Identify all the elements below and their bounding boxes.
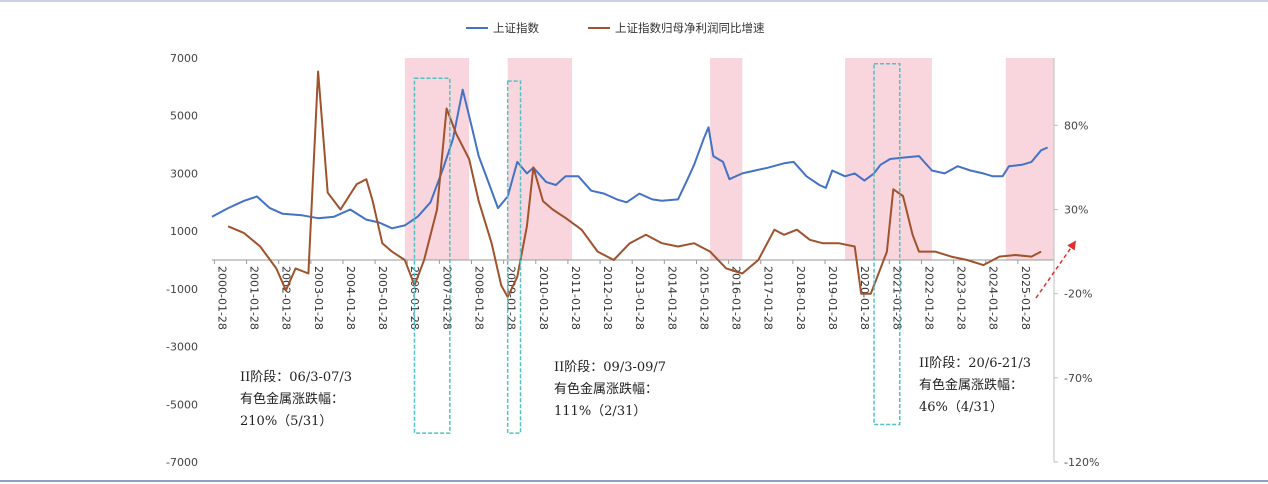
annotation-2-line-1: II阶段：09/3-09/7 bbox=[554, 360, 666, 375]
highlight-box-1 bbox=[413, 77, 451, 434]
annotation-1-line-2: 有色金属涨跌幅： bbox=[240, 391, 344, 407]
x-tick-label: 2021-01-28 bbox=[890, 266, 903, 330]
x-tick-label: 2008-01-28 bbox=[473, 266, 486, 330]
x-tick-label: 2010-01-28 bbox=[537, 266, 550, 330]
x-tick-label: 2007-01-28 bbox=[440, 266, 453, 330]
highlight-box-2 bbox=[506, 80, 522, 434]
left-y-tick-label: 3000 bbox=[170, 167, 198, 180]
right-y-tick-label: -120% bbox=[1064, 456, 1099, 469]
axes bbox=[212, 58, 1058, 463]
right-y-tick-label: -20% bbox=[1064, 288, 1092, 301]
left-y-tick-label: 7000 bbox=[170, 52, 198, 65]
series-line-shanghai-index bbox=[211, 88, 1048, 230]
right-y-tick-label: -70% bbox=[1064, 372, 1092, 385]
shaded-period-5 bbox=[1005, 58, 1054, 260]
x-tick-label: 2012-01-28 bbox=[601, 266, 614, 330]
x-tick-label: 2017-01-28 bbox=[762, 266, 775, 330]
highlight-box-3 bbox=[873, 63, 901, 426]
series-line-profit-growth bbox=[227, 70, 1042, 298]
annotation-1-line-1: II阶段：06/3-07/3 bbox=[240, 370, 352, 385]
left-y-tick-label: -3000 bbox=[166, 341, 198, 354]
x-tick-label: 2000-01-28 bbox=[215, 266, 228, 330]
annotations: II阶段：06/3-07/3 有色金属涨跌幅： 210%（5/31） II阶段：09/… bbox=[240, 356, 1031, 429]
x-tick-label: 2020-01-28 bbox=[858, 266, 871, 330]
annotation-3-line-1: II阶段：20/6-21/3 bbox=[919, 356, 1031, 371]
x-tick-label: 2025-01-28 bbox=[1019, 266, 1032, 330]
trend-arrow-line bbox=[1035, 240, 1077, 299]
legend: 上证指数 上证指数归母净利润同比增速 bbox=[466, 21, 765, 35]
shaded-period-1 bbox=[404, 58, 470, 260]
left-y-tick-labels: 7000 5000 3000 1000 -1000 -3000 -5000 -7000 bbox=[166, 52, 198, 469]
x-tick-label: 2002-01-28 bbox=[280, 266, 293, 330]
annotation-1-line-3: 210%（5/31） bbox=[240, 414, 332, 429]
shaded-period-3 bbox=[710, 58, 743, 260]
shaded-period-2 bbox=[507, 58, 572, 260]
x-tick-label: 2024-01-28 bbox=[987, 266, 1000, 330]
left-y-tick-label: -7000 bbox=[166, 456, 198, 469]
x-tick-label: 2018-01-28 bbox=[794, 266, 807, 330]
left-y-tick-label: -1000 bbox=[166, 283, 198, 296]
x-tick-labels: 2000-01-28 2001-01-28 2002-01-28 2003-01-28… bbox=[213, 260, 1032, 330]
annotation-3-line-3: 46%（4/31） bbox=[919, 400, 1003, 415]
legend-label-2: 上证指数归母净利润同比增速 bbox=[615, 21, 765, 35]
right-y-tick-labels: 80% 30% -20% -70% -120% bbox=[1064, 119, 1099, 469]
annotation-2-line-2: 有色金属涨跌幅： bbox=[554, 381, 658, 397]
left-y-tick-label: 5000 bbox=[170, 110, 198, 123]
legend-label-1: 上证指数 bbox=[493, 21, 539, 35]
highlight-boxes bbox=[413, 63, 901, 434]
x-tick-label: 2022-01-28 bbox=[922, 266, 935, 330]
x-tick-label: 2001-01-28 bbox=[248, 266, 261, 330]
shaded-periods bbox=[404, 58, 1054, 260]
top-border bbox=[0, 0, 1268, 2]
x-tick-label: 2016-01-28 bbox=[730, 266, 743, 330]
right-y-tick-label: 80% bbox=[1064, 119, 1088, 132]
right-y-tick-label: 30% bbox=[1064, 204, 1088, 217]
x-tick-label: 2004-01-28 bbox=[344, 266, 357, 330]
x-tick-label: 2019-01-28 bbox=[826, 266, 839, 330]
x-tick-label: 2015-01-28 bbox=[697, 266, 710, 330]
annotation-2-line-3: 111%（2/31） bbox=[554, 404, 646, 419]
x-tick-label: 2005-01-28 bbox=[376, 266, 389, 330]
x-tick-label: 2003-01-28 bbox=[312, 266, 325, 330]
annotation-3-line-2: 有色金属涨跌幅： bbox=[919, 377, 1023, 393]
x-tick-label: 2009-01-28 bbox=[505, 266, 518, 330]
x-tick-label: 2023-01-28 bbox=[955, 266, 968, 330]
x-tick-label: 2011-01-28 bbox=[569, 266, 582, 330]
left-y-tick-label: 1000 bbox=[170, 225, 198, 238]
bottom-border bbox=[0, 480, 1268, 482]
left-y-tick-label: -5000 bbox=[166, 398, 198, 411]
x-tick-label: 2014-01-28 bbox=[665, 266, 678, 330]
trend-arrow bbox=[1035, 240, 1077, 299]
series-lines bbox=[211, 70, 1048, 298]
x-tick-label: 2013-01-28 bbox=[633, 266, 646, 330]
